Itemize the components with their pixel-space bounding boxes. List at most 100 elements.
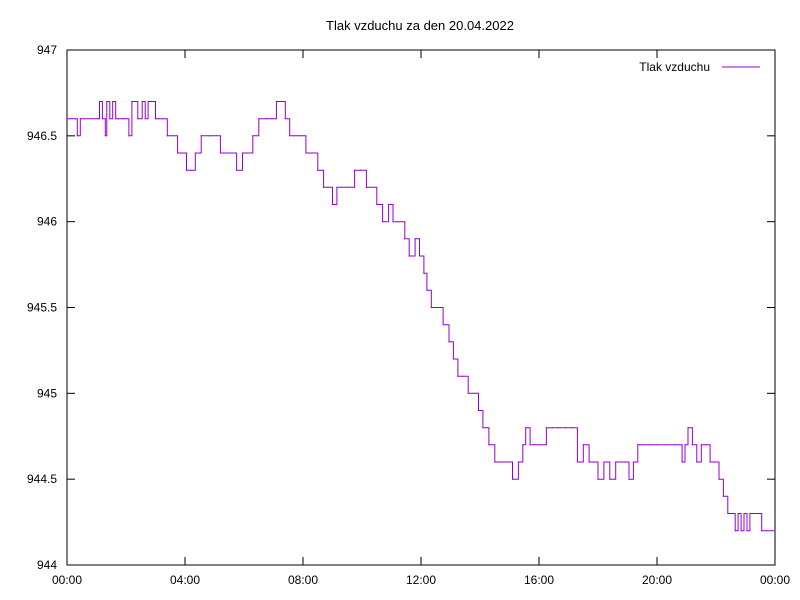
data-point [582, 444, 584, 446]
legend: Tlak vzduchu [639, 60, 760, 74]
y-tick-label: 944 [37, 558, 57, 572]
y-axis: 944 944.5 945 945.5 946 946.5 947 [27, 43, 775, 572]
data-point [448, 341, 450, 343]
data-point [265, 118, 267, 120]
data-point [436, 306, 438, 309]
data-point [131, 100, 133, 103]
data-point [705, 444, 707, 446]
data-point [637, 444, 639, 446]
data-point [98, 100, 101, 103]
data-point [511, 478, 514, 480]
data-point [615, 461, 617, 463]
data-point [743, 512, 745, 515]
y-tick-label: 944.5 [27, 472, 57, 486]
data-point [603, 461, 605, 463]
x-tick-label: 20:00 [642, 573, 672, 587]
data-point [461, 375, 463, 377]
data-point [408, 255, 410, 257]
data-point [289, 135, 291, 137]
data-point [323, 186, 325, 188]
data-point [656, 444, 658, 446]
data-point [97, 118, 99, 120]
data-point [623, 461, 626, 463]
data-point [774, 530, 776, 532]
data-point [275, 100, 277, 103]
data-point [376, 203, 378, 206]
data-point [500, 461, 502, 463]
data-point [252, 135, 254, 137]
data-point [545, 427, 548, 429]
data-point [392, 221, 394, 223]
data-point [628, 478, 630, 480]
data-point [293, 135, 295, 137]
data-point [258, 118, 260, 120]
data-point [452, 358, 454, 360]
data-point [534, 444, 536, 446]
data-point [185, 169, 188, 171]
data-point [761, 530, 763, 532]
data-point [529, 444, 531, 446]
data-point [271, 118, 273, 120]
data-point [154, 118, 157, 120]
data-point [588, 461, 590, 463]
data-point [118, 118, 120, 120]
data-point [241, 152, 244, 154]
data-point [684, 444, 686, 446]
data-point [765, 530, 767, 532]
data-point [354, 169, 356, 171]
data-point [674, 444, 676, 446]
data-point [219, 152, 221, 154]
y-tick-label: 947 [37, 43, 57, 57]
data-point [731, 512, 733, 515]
legend-label: Tlak vzduchu [639, 60, 710, 74]
data-point [564, 427, 567, 429]
data-point [753, 512, 756, 515]
data-point [687, 427, 689, 429]
data-point [112, 100, 114, 103]
data-point [109, 118, 111, 120]
data-point [737, 512, 739, 515]
data-point [404, 238, 406, 240]
data-point [423, 272, 425, 274]
data-point [236, 169, 238, 171]
data-point [713, 461, 716, 463]
data-point [150, 100, 152, 103]
data-point [66, 118, 68, 120]
data-point [467, 392, 469, 394]
data-point [346, 186, 348, 188]
data-point [609, 478, 611, 480]
data-point [718, 478, 720, 480]
data-point [284, 118, 286, 120]
data-point [128, 135, 130, 137]
data-point [398, 221, 400, 223]
data-point [641, 444, 643, 446]
data-point [246, 152, 248, 154]
data-point [482, 427, 484, 429]
data-point [746, 530, 748, 532]
data-point [426, 289, 428, 291]
data-point [551, 427, 553, 429]
data-point [457, 375, 459, 377]
y-tick-label: 946.5 [27, 129, 57, 143]
data-point [539, 444, 542, 446]
data-point [104, 135, 106, 137]
data-point [522, 444, 524, 446]
data-point [517, 461, 520, 463]
data-point [101, 118, 103, 120]
data-point [722, 495, 725, 497]
series-layer [66, 100, 776, 532]
data-point [709, 461, 711, 463]
data-point [473, 392, 475, 394]
data-point [106, 100, 108, 103]
data-point [691, 444, 694, 446]
data-point [194, 152, 196, 154]
data-point [576, 461, 579, 463]
x-tick-label: 12:00 [406, 573, 436, 587]
y-tick-label: 946 [37, 215, 57, 229]
data-point [488, 444, 490, 446]
data-point [632, 461, 635, 463]
data-point [388, 203, 390, 206]
data-point [75, 118, 77, 120]
